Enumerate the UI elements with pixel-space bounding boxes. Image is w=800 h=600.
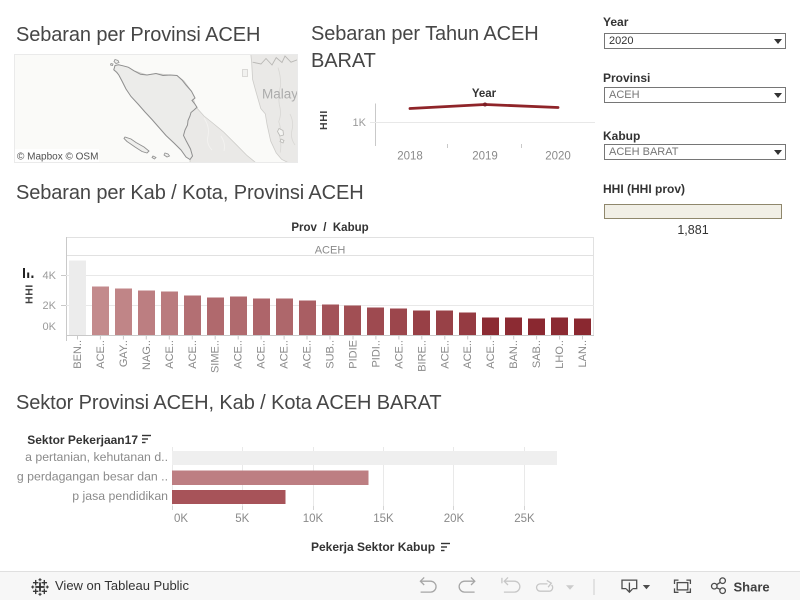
- svg-text:ACE..: ACE..: [95, 340, 107, 369]
- svg-text:BIRE..: BIRE..: [416, 340, 428, 372]
- svg-text:© Mapbox © OSM: © Mapbox © OSM: [17, 152, 98, 163]
- svg-text:SIME..: SIME..: [210, 340, 222, 373]
- svg-text:Year: Year: [472, 88, 497, 100]
- svg-text:HHI: HHI: [23, 284, 35, 304]
- svg-text:ACE..: ACE..: [233, 340, 245, 369]
- svg-text:ACE..: ACE..: [485, 340, 497, 369]
- svg-text:5K: 5K: [235, 513, 249, 525]
- svg-text:ACE..: ACE..: [279, 340, 291, 369]
- svg-text:2019: 2019: [472, 151, 498, 163]
- svg-text:PIDIE: PIDIE: [348, 340, 360, 369]
- svg-text:ACE..: ACE..: [439, 340, 451, 369]
- svg-text:BEN..: BEN..: [72, 340, 84, 369]
- svg-text:Malay: Malay: [262, 87, 298, 102]
- svg-text:20K: 20K: [444, 513, 465, 525]
- svg-text:0K: 0K: [174, 513, 188, 525]
- svg-text:15K: 15K: [373, 513, 394, 525]
- svg-text:25K: 25K: [514, 513, 535, 525]
- svg-text:ACEH: ACEH: [315, 245, 346, 257]
- svg-text:p jasa pendidikan: p jasa pendidikan: [72, 489, 168, 503]
- svg-text:SAB..: SAB..: [531, 340, 543, 368]
- svg-text:LHO..: LHO..: [554, 340, 566, 369]
- svg-text:GAY..: GAY..: [118, 340, 130, 367]
- svg-text:0K: 0K: [43, 321, 57, 333]
- svg-text:BAN..: BAN..: [508, 340, 520, 369]
- svg-text:Share: Share: [734, 579, 770, 594]
- svg-text:10K: 10K: [303, 513, 324, 525]
- svg-text:1K: 1K: [353, 117, 367, 129]
- svg-text:2020: 2020: [545, 151, 571, 163]
- svg-text:ACE..: ACE..: [462, 340, 474, 369]
- svg-text:SUB..: SUB..: [325, 340, 337, 369]
- svg-text:Pekerja Sektor Kabup: Pekerja Sektor Kabup: [311, 540, 435, 554]
- svg-text:ACE..: ACE..: [164, 340, 176, 369]
- svg-text:ACE..: ACE..: [256, 340, 268, 369]
- svg-text:2K: 2K: [43, 300, 57, 312]
- svg-text:Prov / Kabup: Prov / Kabup: [291, 222, 368, 234]
- svg-text:4K: 4K: [43, 270, 57, 282]
- svg-text:NAG..: NAG..: [141, 340, 153, 370]
- svg-text:ACE..: ACE..: [187, 340, 199, 369]
- svg-text:Sektor Pekerjaan17: Sektor Pekerjaan17: [27, 433, 138, 447]
- svg-text:g perdagangan besar dan ..: g perdagangan besar dan ..: [17, 470, 168, 484]
- svg-text:HHI: HHI: [318, 110, 330, 130]
- svg-text:ACE..: ACE..: [302, 340, 314, 369]
- svg-text:LAN..: LAN..: [577, 340, 589, 368]
- svg-text:2018: 2018: [397, 151, 423, 163]
- svg-text:a pertanian, kehutanan d..: a pertanian, kehutanan d..: [25, 450, 168, 464]
- svg-text:ACE..: ACE..: [393, 340, 405, 369]
- svg-text:PIDI..: PIDI..: [370, 340, 382, 368]
